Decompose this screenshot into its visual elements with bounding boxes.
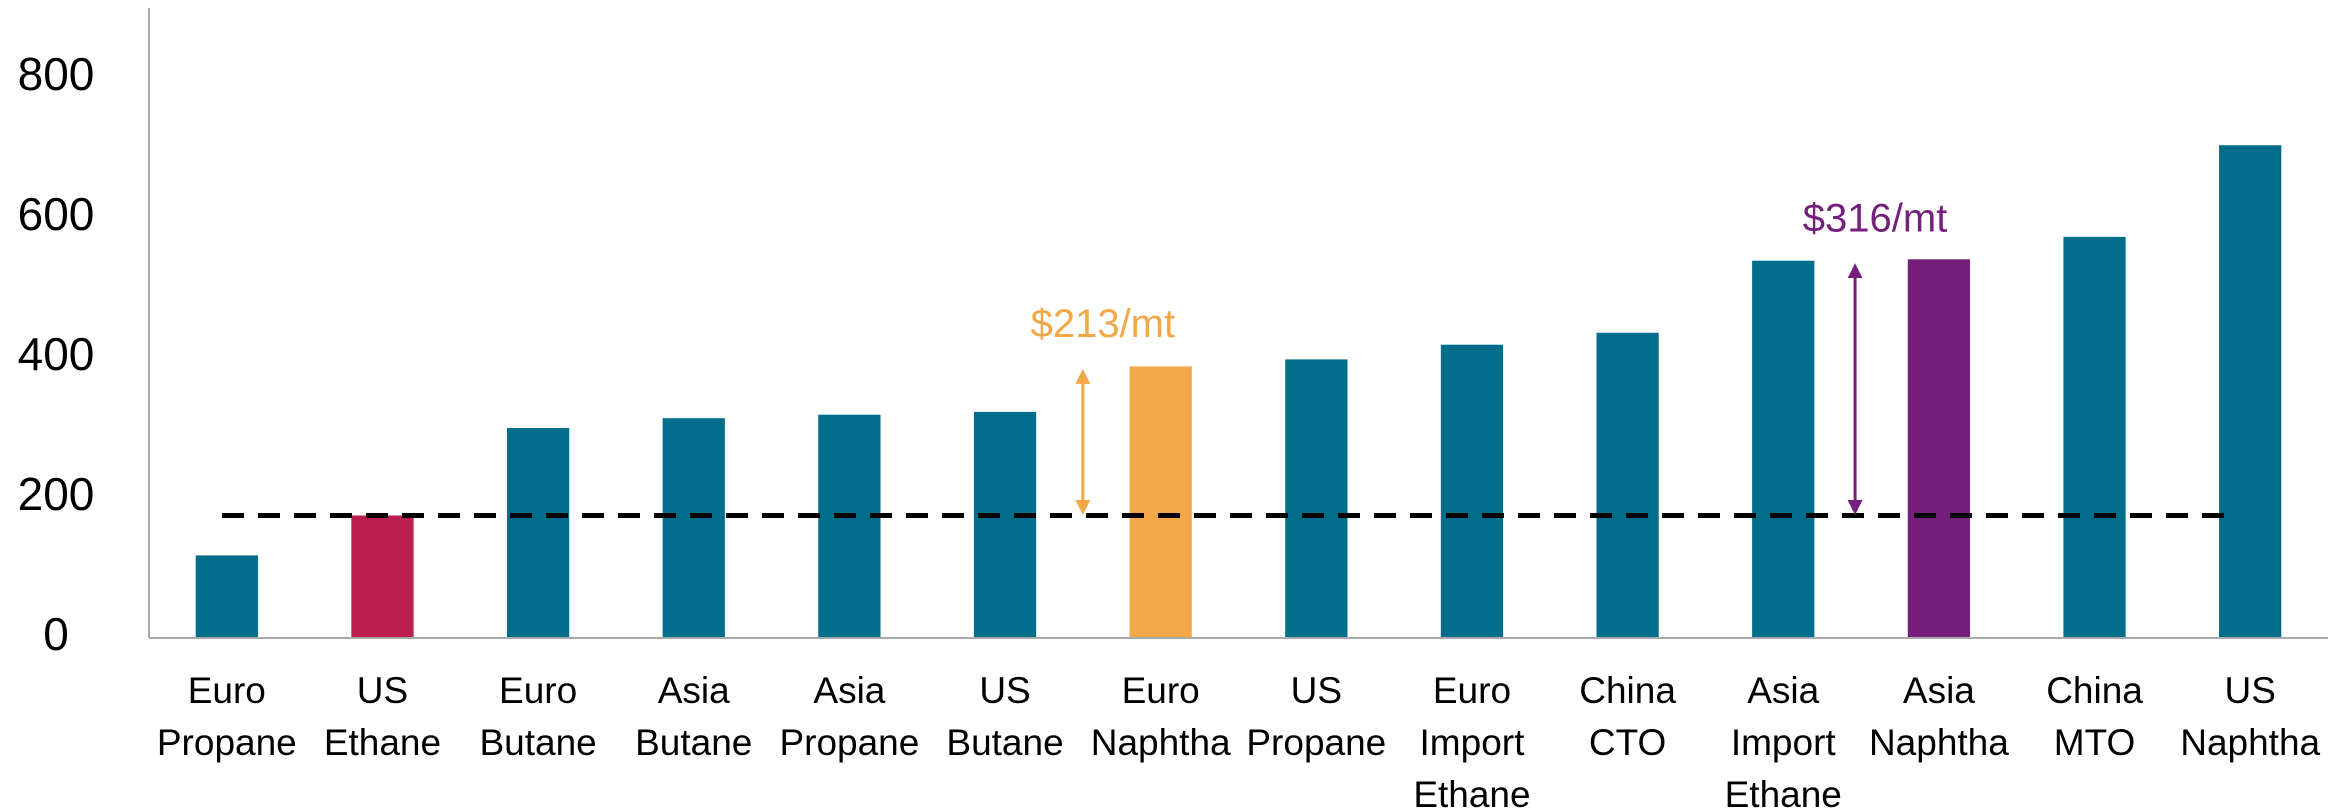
bar bbox=[195, 555, 258, 638]
x-tick-label: US Butane bbox=[946, 670, 1063, 763]
bar bbox=[351, 515, 414, 638]
annotation-label: $316/mt bbox=[1803, 196, 1948, 240]
x-tick-label: US Propane bbox=[1246, 670, 1386, 763]
bar bbox=[1285, 359, 1348, 638]
bar bbox=[1752, 260, 1815, 638]
bar bbox=[1440, 344, 1504, 638]
x-tick-label: US Ethane bbox=[324, 670, 441, 763]
bar bbox=[662, 418, 725, 638]
x-tick-label: China MTO bbox=[2046, 670, 2143, 763]
x-tick-label: Asia Naphtha bbox=[1869, 670, 2009, 763]
bar bbox=[506, 428, 570, 638]
x-tick-label: Euro Propane bbox=[157, 670, 297, 763]
bar bbox=[1129, 366, 1192, 638]
bar bbox=[818, 414, 881, 638]
x-tick-label: Euro Butane bbox=[479, 670, 596, 763]
x-tick-label: Euro Naphtha bbox=[1091, 670, 1231, 763]
y-tick-label: 0 bbox=[43, 608, 69, 660]
x-tick-label: Asia Butane bbox=[635, 670, 752, 763]
bar bbox=[1907, 259, 1971, 638]
bar bbox=[2063, 236, 2126, 638]
x-tick-label: Euro Import Ethane bbox=[1413, 670, 1530, 810]
y-tick-label: 800 bbox=[18, 48, 95, 100]
x-tick-label: US Naphtha bbox=[2180, 670, 2320, 763]
bar bbox=[1596, 332, 1659, 638]
x-tick-label: Asia Propane bbox=[779, 670, 919, 763]
y-tick-label: 400 bbox=[18, 328, 95, 380]
y-tick-label: 200 bbox=[18, 468, 95, 520]
bar bbox=[2219, 145, 2282, 638]
y-tick-label: 600 bbox=[18, 188, 95, 240]
annotation-label: $213/mt bbox=[1031, 302, 1176, 346]
bar bbox=[973, 411, 1037, 638]
x-tick-label: China CTO bbox=[1579, 670, 1676, 763]
x-tick-label: Asia Import Ethane bbox=[1725, 670, 1842, 810]
